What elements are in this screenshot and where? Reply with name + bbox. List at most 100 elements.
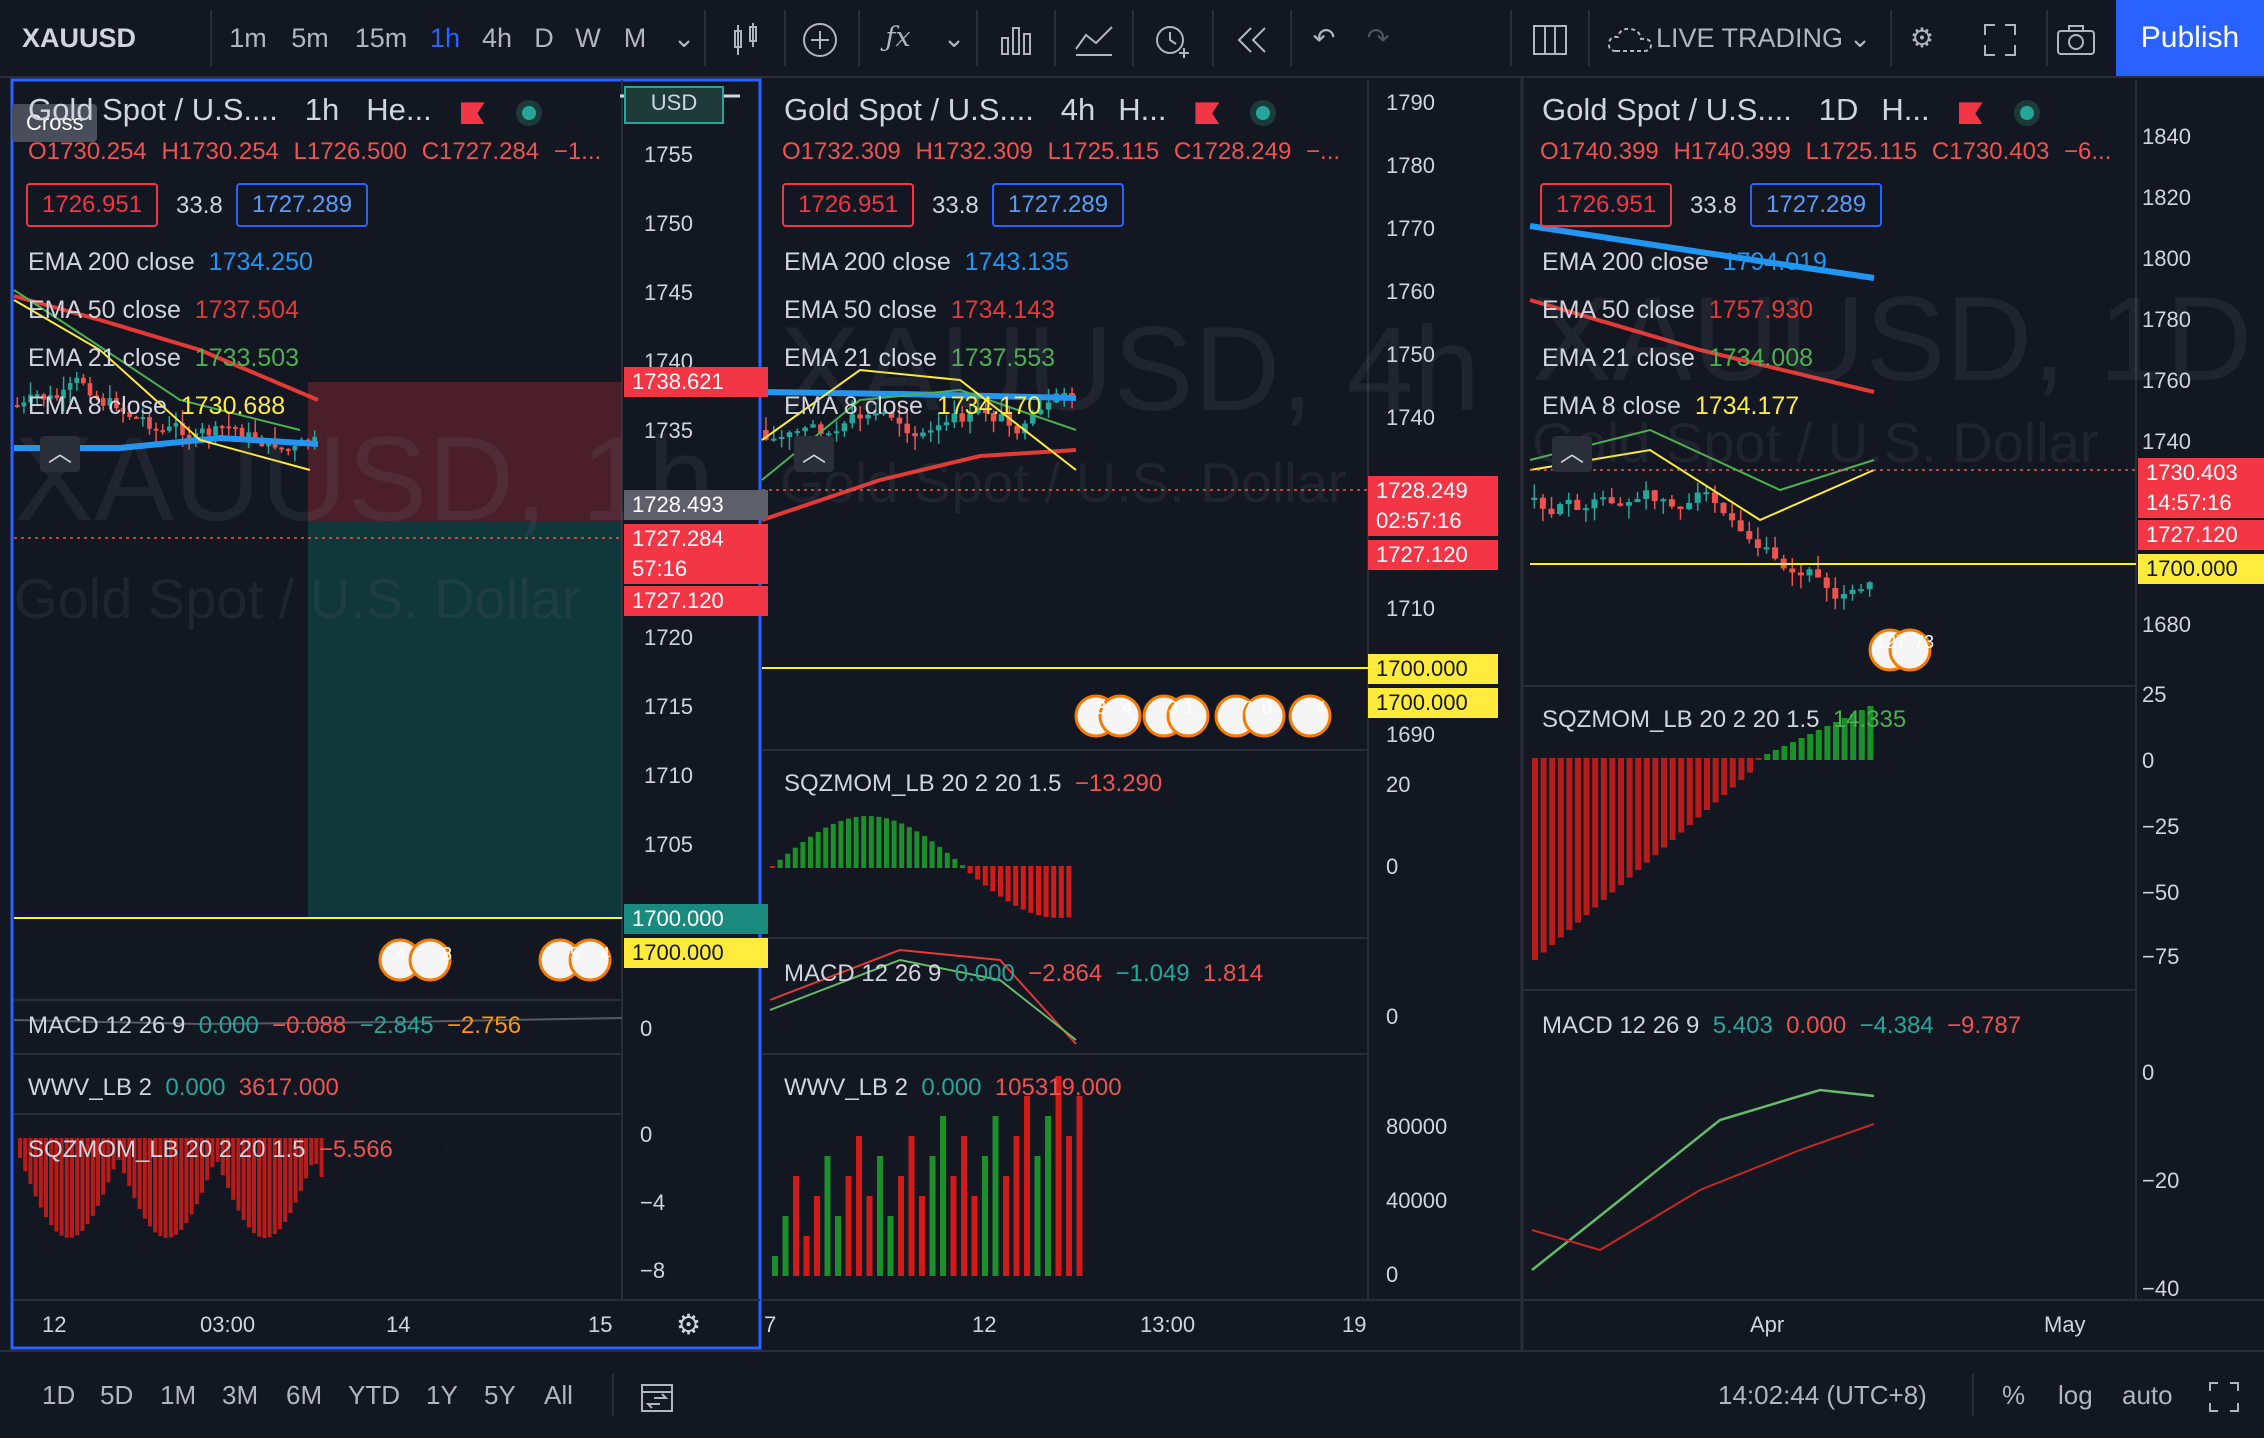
event-count[interactable]: 8 [442, 944, 453, 964]
interval-m[interactable]: M [623, 23, 647, 53]
layout-icon[interactable] [1520, 0, 1580, 76]
pane3-symbol-title[interactable]: Gold Spot / U.S.... [1542, 92, 1792, 127]
pane2-ohlc: O1732.309 H1732.309 L1725.115 C1728.249 … [782, 138, 1340, 166]
candle [1030, 414, 1036, 424]
candle [67, 383, 73, 390]
event-count[interactable]: 3 [1168, 698, 1179, 718]
price-tick: 1745 [644, 280, 693, 305]
pane2-symbol-title[interactable]: Gold Spot / U.S.... [784, 92, 1034, 127]
flag-icon[interactable] [460, 102, 485, 125]
interval-d[interactable]: D [534, 23, 554, 53]
redo-icon[interactable]: ↷ [1366, 23, 1390, 53]
candle [1668, 499, 1675, 507]
log-toggle[interactable]: log [2058, 1380, 2093, 1410]
price-tick: 1720 [644, 625, 693, 650]
candle [771, 438, 777, 441]
candles-icon[interactable] [716, 0, 776, 76]
publish-button[interactable]: Publish [2116, 0, 2264, 76]
flag-icon[interactable] [1195, 102, 1220, 125]
buy-button[interactable]: 1727.289 [992, 183, 1125, 227]
add-icon[interactable] [790, 0, 850, 76]
price-tick: 0 [2142, 748, 2155, 773]
symbol-search[interactable]: XAUUSD [22, 23, 137, 53]
sell-button[interactable]: 1726.951 [782, 183, 915, 227]
fullscreen-icon[interactable] [2208, 1352, 2240, 1438]
bars-template-icon[interactable] [986, 0, 1046, 76]
clock[interactable]: 14:02:44 (UTC+8) [1718, 1380, 1927, 1410]
interval-1m[interactable]: 1m [229, 23, 267, 53]
range-6m[interactable]: 6M [286, 1380, 323, 1410]
candle [127, 411, 132, 417]
gear-icon[interactable]: ⚙ [676, 1309, 702, 1340]
event-count[interactable]: 127 [1876, 632, 1907, 652]
sell-button[interactable]: 1726.951 [1540, 183, 1673, 227]
fx-icon[interactable]: ƒx [885, 22, 911, 53]
ema-200-legend: EMA 200 close 1743.135 [784, 248, 1069, 277]
event-count[interactable]: 4 [600, 944, 611, 964]
collapse-legend-icon[interactable]: ︿ [1552, 436, 1592, 472]
interval-15m[interactable]: 15m [354, 23, 408, 53]
last-price-tag: 1727.284 [624, 524, 768, 554]
description-watermark: Gold Spot / U.S. Dollar [780, 451, 1347, 514]
sqzmom-bar [1729, 758, 1736, 788]
sqzmom-bar [122, 1138, 126, 1174]
event-count[interactable]: 1 [1184, 698, 1195, 718]
percent-toggle[interactable]: % [2002, 1380, 2026, 1410]
buy-button[interactable]: 1727.289 [236, 183, 369, 227]
range-1d[interactable]: 1D [42, 1380, 76, 1410]
ohlc-low: L1725.115 [1047, 138, 1160, 165]
range-1m[interactable]: 1M [160, 1380, 197, 1410]
pane1-symbol-title[interactable]: Gold Spot / U.S.... [28, 92, 278, 127]
range-5d[interactable]: 5D [100, 1380, 134, 1410]
compare-icon[interactable] [1064, 0, 1124, 76]
event-count[interactable]: 4 [1122, 698, 1133, 718]
date-range-icon[interactable] [640, 1352, 676, 1438]
sqzmom-bar [319, 1138, 324, 1178]
currency-label[interactable]: USD [624, 86, 724, 124]
chevron-down-icon[interactable]: ⌄ [672, 23, 696, 53]
fullscreen-icon[interactable] [1970, 0, 2030, 76]
candle [166, 426, 172, 431]
range-1y[interactable]: 1Y [426, 1380, 458, 1410]
range-ytd[interactable]: YTD [348, 1380, 400, 1410]
gear-icon[interactable]: ⚙ [1909, 23, 1935, 53]
range-all[interactable]: All [544, 1380, 573, 1410]
undo-icon[interactable]: ↶ [1312, 23, 1336, 53]
replay-icon[interactable] [1222, 0, 1282, 76]
chart-area[interactable] [0, 78, 2264, 1350]
candle [896, 417, 903, 424]
live-trading-label[interactable]: LIVE TRADING [1656, 23, 1844, 53]
collapse-legend-icon[interactable]: ︿ [40, 436, 80, 472]
event-count[interactable]: 8 [1096, 698, 1107, 718]
camera-icon[interactable] [2046, 0, 2106, 76]
candle [1591, 499, 1598, 509]
buy-button[interactable]: 1727.289 [1750, 183, 1883, 227]
interval-w[interactable]: W [575, 23, 601, 53]
chevron-down-icon[interactable]: ⌄ [942, 23, 966, 53]
sqzmom-bar [1557, 758, 1564, 938]
alert-icon[interactable] [1142, 0, 1202, 76]
cloud-icon[interactable] [1600, 0, 1660, 76]
sqzmom-bar [38, 1138, 43, 1208]
ema-label: EMA 50 close [28, 296, 181, 324]
event-count[interactable]: 73 [1914, 632, 1935, 652]
event-count[interactable]: 7 [1242, 698, 1253, 718]
chevron-down-icon[interactable]: ⌄ [1848, 23, 1872, 53]
interval-1h[interactable]: 1h [429, 23, 461, 53]
flag-icon[interactable] [1958, 102, 1983, 125]
market-status-icon [2019, 106, 2034, 121]
auto-toggle[interactable]: auto [2122, 1380, 2173, 1410]
interval-4h[interactable]: 4h [481, 23, 513, 53]
interval-5m[interactable]: 5m [291, 23, 329, 53]
range-3m[interactable]: 3M [222, 1380, 259, 1410]
sqzmom-bar [111, 1138, 116, 1170]
event-count[interactable]: 5 [570, 944, 581, 964]
event-count[interactable]: 4 [1316, 698, 1327, 718]
sell-button[interactable]: 1726.951 [26, 183, 159, 227]
event-count[interactable]: 0 [1262, 698, 1273, 718]
range-5y[interactable]: 5Y [484, 1380, 516, 1410]
spread-value: 33.8 [932, 192, 979, 219]
candle [935, 425, 942, 431]
event-count[interactable]: 4 [396, 944, 407, 964]
collapse-legend-icon[interactable]: ︿ [794, 436, 834, 472]
